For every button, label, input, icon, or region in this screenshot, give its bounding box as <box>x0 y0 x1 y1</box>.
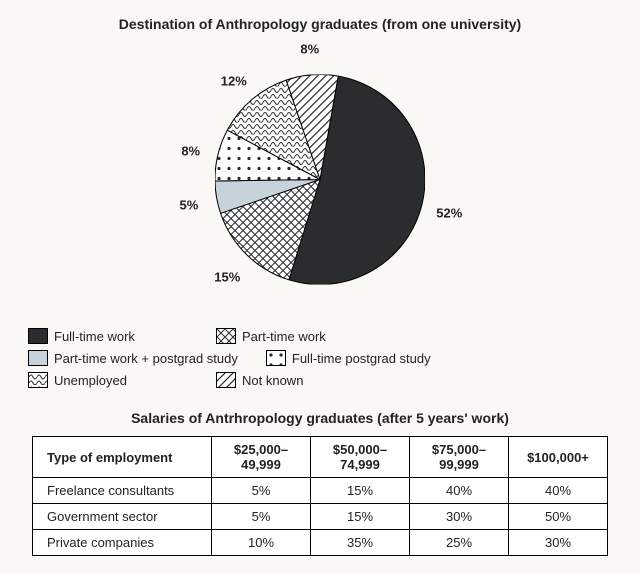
legend-label: Full-time postgrad study <box>292 351 431 366</box>
legend-swatch <box>28 350 48 366</box>
pie-slice-label: 8% <box>181 143 200 158</box>
legend-label: Part-time work <box>242 329 326 344</box>
pie-slice-label: 12% <box>221 73 247 88</box>
table-cell: 50% <box>509 504 608 530</box>
legend-swatch <box>28 328 48 344</box>
legend-label: Part-time work + postgrad study <box>54 351 238 366</box>
pie-slice-label: 5% <box>180 197 199 212</box>
table-row-header: Private companies <box>33 530 212 556</box>
table-cell: 30% <box>410 504 509 530</box>
table-col-header: $50,000–74,999 <box>311 437 410 478</box>
salary-table: Type of employment$25,000–49,999$50,000–… <box>32 436 608 556</box>
table-cell: 30% <box>509 530 608 556</box>
table-col-header: $25,000–49,999 <box>212 437 311 478</box>
legend-swatch <box>216 372 236 388</box>
legend-label: Not known <box>242 373 303 388</box>
table-cell: 35% <box>311 530 410 556</box>
table-cell: 25% <box>410 530 509 556</box>
legend-item: Full-time work <box>28 328 188 344</box>
legend-swatch <box>28 372 48 388</box>
legend-swatch <box>266 350 286 366</box>
legend-item: Not known <box>216 372 376 388</box>
salary-table-title: Salaries of Antrhropology graduates (aft… <box>18 410 622 426</box>
pie-slice-label: 8% <box>300 42 319 57</box>
table-row: Freelance consultants5%15%40%40% <box>33 478 608 504</box>
table-col-header: $75,000–99,999 <box>410 437 509 478</box>
pie-chart <box>215 75 425 290</box>
table-cell: 15% <box>311 504 410 530</box>
table-cell: 40% <box>509 478 608 504</box>
table-row: Government sector5%15%30%50% <box>33 504 608 530</box>
pie-chart-area: 52% 15% 5% 8% 12% 8% <box>20 42 620 322</box>
pie-slice-label: 52% <box>436 206 462 221</box>
table-row: Private companies10%35%25%30% <box>33 530 608 556</box>
legend-swatch <box>216 328 236 344</box>
pie-slice-label: 15% <box>214 270 240 285</box>
table-cell: 5% <box>212 478 311 504</box>
table-corner: Type of employment <box>33 437 212 478</box>
pie-legend: Full-time work Part-time work Part-time wo… <box>18 322 622 404</box>
pie-chart-title: Destination of Anthropology graduates (f… <box>18 16 622 32</box>
legend-item: Part-time work + postgrad study <box>28 350 238 366</box>
table-cell: 15% <box>311 478 410 504</box>
legend-label: Unemployed <box>54 373 127 388</box>
table-row-header: Freelance consultants <box>33 478 212 504</box>
legend-item: Part-time work <box>216 328 376 344</box>
legend-item: Full-time postgrad study <box>266 350 431 366</box>
table-col-header: $100,000+ <box>509 437 608 478</box>
table-cell: 40% <box>410 478 509 504</box>
legend-item: Unemployed <box>28 372 188 388</box>
legend-label: Full-time work <box>54 329 135 344</box>
page: Destination of Anthropology graduates (f… <box>0 0 640 574</box>
table-row-header: Government sector <box>33 504 212 530</box>
table-cell: 5% <box>212 504 311 530</box>
table-cell: 10% <box>212 530 311 556</box>
